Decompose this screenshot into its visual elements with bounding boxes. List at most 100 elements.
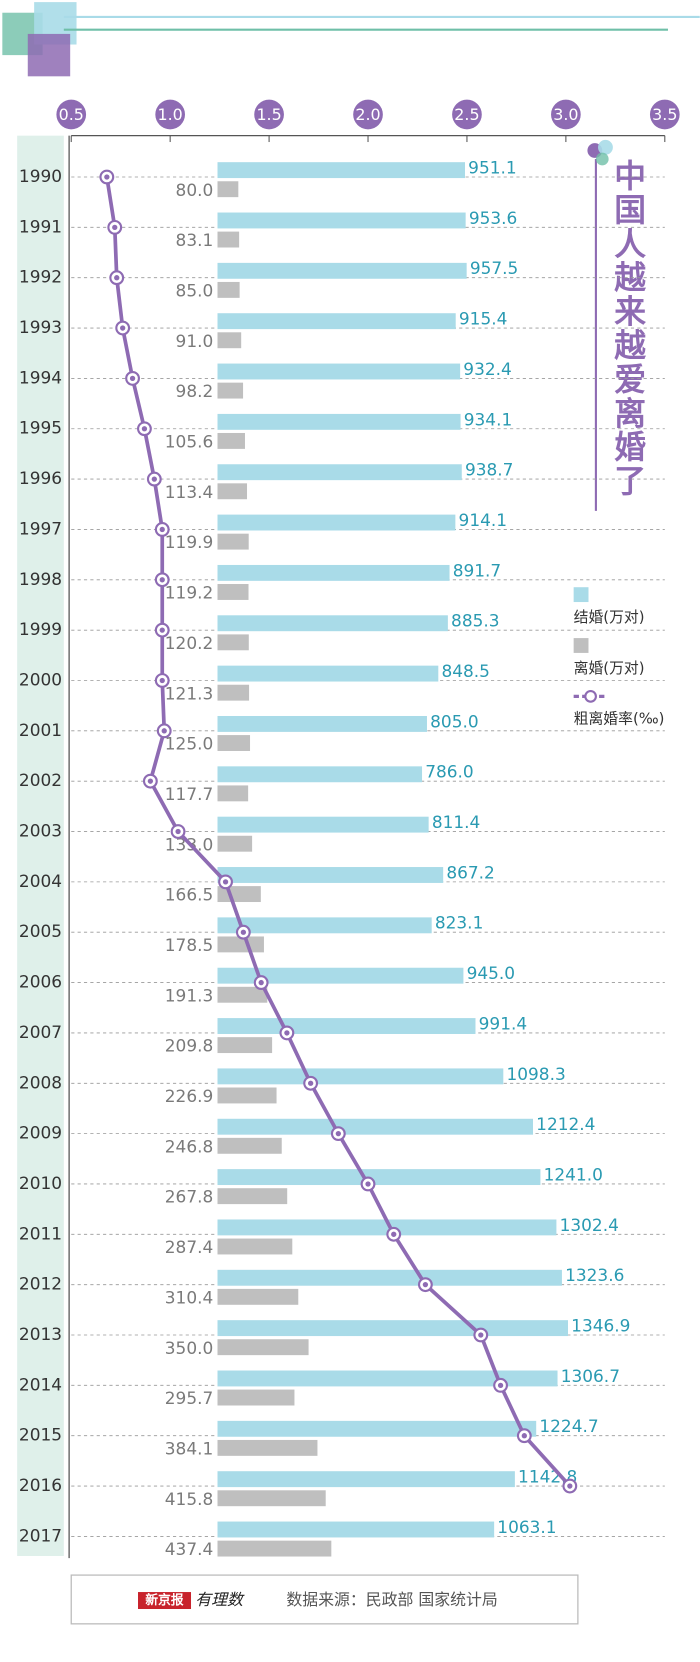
legend-swatch bbox=[573, 638, 589, 653]
bar bbox=[217, 1118, 533, 1135]
y-tick-label: 2013 bbox=[19, 1324, 62, 1344]
bar bbox=[217, 584, 249, 600]
data-label: 437.4 bbox=[165, 1539, 214, 1559]
line-point-core bbox=[335, 1130, 341, 1137]
bar bbox=[217, 281, 240, 298]
y-tick-label: 2012 bbox=[19, 1274, 62, 1294]
tick-badge bbox=[551, 99, 581, 130]
data-label: 98.2 bbox=[176, 381, 214, 401]
data-label: 1323.6 bbox=[565, 1265, 624, 1285]
data-label: 914.1 bbox=[459, 510, 508, 530]
decor bbox=[598, 139, 613, 155]
line-point-core bbox=[159, 627, 165, 633]
y-tick-label: 1999 bbox=[19, 619, 62, 639]
bar bbox=[217, 483, 248, 500]
y-tick-label: 2001 bbox=[19, 720, 62, 740]
bar bbox=[217, 1521, 495, 1538]
data-label: 1098.3 bbox=[506, 1064, 565, 1084]
bar bbox=[217, 684, 250, 701]
data-label: 287.4 bbox=[165, 1237, 214, 1257]
y-tick-label: 2006 bbox=[19, 972, 62, 992]
x-tick-label: 1.0 bbox=[158, 105, 183, 124]
y-tick-label: 2000 bbox=[19, 669, 62, 689]
bar bbox=[217, 634, 249, 651]
bar bbox=[217, 785, 249, 802]
x-tick-label: 0.5 bbox=[59, 105, 84, 124]
data-label: 91.0 bbox=[176, 331, 214, 351]
bar bbox=[217, 1219, 557, 1236]
data-label: 805.0 bbox=[430, 711, 479, 731]
bar bbox=[217, 1540, 332, 1557]
bar bbox=[217, 332, 242, 349]
category-band bbox=[17, 135, 64, 1557]
line-point-core bbox=[284, 1030, 290, 1036]
line-point-core bbox=[365, 1181, 371, 1187]
line-point-core bbox=[114, 275, 120, 281]
y-tick-label: 2010 bbox=[19, 1173, 62, 1193]
line-point-core bbox=[112, 224, 118, 231]
bar bbox=[217, 1087, 277, 1104]
bar bbox=[217, 262, 467, 279]
brand-logo bbox=[138, 1592, 192, 1610]
data-label: 384.1 bbox=[165, 1438, 214, 1458]
y-tick-label: 2007 bbox=[19, 1022, 62, 1042]
data-label: 1241.0 bbox=[544, 1164, 603, 1184]
line-point-core bbox=[147, 778, 154, 784]
legend-label: 粗离婚率(‰) bbox=[574, 711, 665, 728]
bar bbox=[217, 382, 244, 399]
tick-badge bbox=[353, 99, 383, 130]
tick-badge bbox=[649, 99, 680, 130]
bar bbox=[217, 665, 439, 682]
y-tick-label: 1995 bbox=[19, 418, 62, 438]
data-label: 85.0 bbox=[176, 280, 214, 300]
bar bbox=[217, 816, 429, 833]
line-point-core bbox=[222, 879, 229, 885]
data-label: 891.7 bbox=[453, 560, 502, 580]
data-label: 415.8 bbox=[165, 1489, 214, 1509]
bar bbox=[217, 766, 423, 783]
data-label: 934.1 bbox=[464, 409, 513, 429]
bar bbox=[217, 231, 240, 248]
bar bbox=[217, 464, 462, 481]
tick-badge bbox=[56, 99, 87, 130]
y-tick-label: 2004 bbox=[19, 871, 62, 891]
bar bbox=[217, 1490, 326, 1507]
y-tick-label: 2014 bbox=[19, 1374, 62, 1394]
source: 数据来源：民政部 国家统计局 bbox=[286, 1590, 497, 1609]
data-label: 932.4 bbox=[463, 359, 512, 379]
line-point-core bbox=[391, 1231, 397, 1237]
data-label: 120.2 bbox=[165, 633, 214, 653]
decor bbox=[27, 33, 71, 77]
bar bbox=[217, 181, 239, 198]
data-label: 951.1 bbox=[468, 158, 517, 178]
tick-badge bbox=[155, 99, 186, 130]
data-label: 867.2 bbox=[446, 862, 495, 882]
data-label: 310.4 bbox=[165, 1287, 214, 1307]
data-label: 938.7 bbox=[465, 460, 513, 480]
data-label: 191.3 bbox=[165, 985, 214, 1005]
bar bbox=[217, 1389, 295, 1406]
line-point-core bbox=[175, 828, 181, 835]
y-tick-label: 1998 bbox=[19, 569, 62, 589]
bar bbox=[217, 1320, 568, 1337]
y-tick-label: 2017 bbox=[19, 1525, 62, 1545]
y-tick-label: 1994 bbox=[19, 367, 62, 387]
line-point-core bbox=[521, 1433, 527, 1439]
data-label: 1224.7 bbox=[539, 1416, 598, 1436]
y-tick-label: 2009 bbox=[19, 1123, 62, 1143]
data-label: 209.8 bbox=[165, 1036, 214, 1056]
data-label: 80.0 bbox=[176, 180, 214, 200]
tick-badge bbox=[452, 99, 482, 130]
y-tick-label: 1990 bbox=[19, 166, 62, 186]
bar bbox=[217, 1370, 558, 1387]
bar bbox=[217, 1137, 282, 1154]
legend-label: 结婚(万对) bbox=[574, 609, 645, 626]
bar bbox=[217, 1018, 476, 1034]
bar bbox=[217, 986, 268, 1003]
data-label: 823.1 bbox=[435, 913, 484, 933]
data-label: 1306.7 bbox=[561, 1366, 620, 1386]
bar bbox=[217, 363, 461, 380]
y-tick-label: 2011 bbox=[19, 1223, 62, 1243]
